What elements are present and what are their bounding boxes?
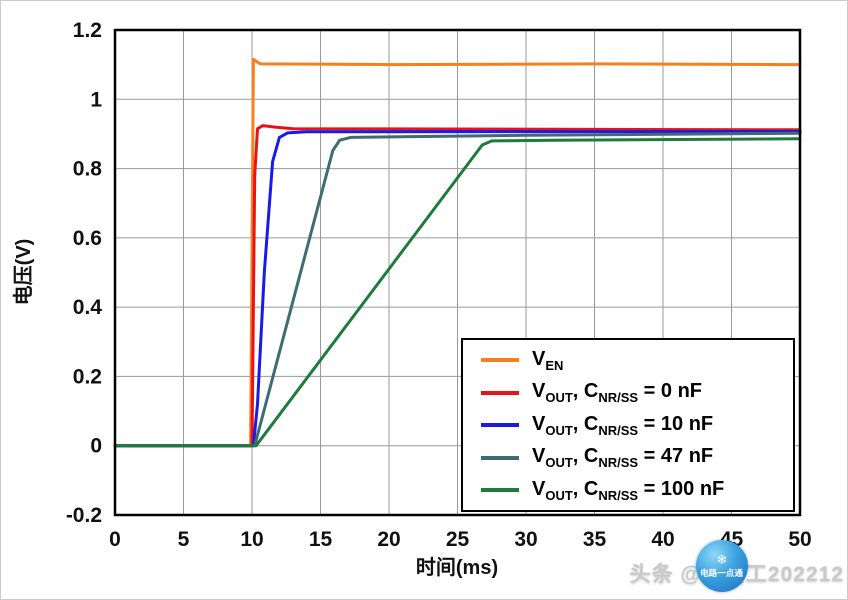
y-tick-label: 0.8 xyxy=(73,158,103,181)
legend-swatch xyxy=(481,358,519,362)
x-axis-title: 时间(ms) xyxy=(416,556,498,579)
legend-swatch xyxy=(481,423,519,427)
legend-swatch xyxy=(481,390,519,395)
series-line xyxy=(113,130,802,448)
x-tick-label: 50 xyxy=(788,528,811,551)
y-tick-label: 0.2 xyxy=(73,365,102,388)
tick-labels: 0 5 10 15 20 25 30 35 40 45 50-0.200.20.40.60.811.… xyxy=(66,19,812,551)
y-tick-label: -0.2 xyxy=(66,504,102,527)
x-tick-label: 0 xyxy=(109,528,121,551)
x-tick-label: 5 xyxy=(178,528,190,551)
legend-label: VOUT, CNR/SS = 10 nF xyxy=(532,412,714,438)
watermark-badge-text: 电路一点通 xyxy=(700,568,744,578)
x-tick-label: 20 xyxy=(377,528,400,551)
legend-item: VOUT, CNR/SS = 0 nF xyxy=(481,380,793,405)
legend-label: VOUT, CNR/SS = 100 nF xyxy=(532,477,725,503)
y-tick-label: 1.2 xyxy=(73,19,102,42)
x-tick-label: 15 xyxy=(309,528,333,551)
legend-item: VOUT, CNR/SS = 100 nF xyxy=(481,478,793,503)
legend-swatch xyxy=(481,455,519,460)
legend-label: VEN xyxy=(532,347,564,373)
legend-item: VEN xyxy=(481,348,793,373)
x-tick-label: 10 xyxy=(240,528,263,551)
series-line xyxy=(113,124,802,448)
legend-item: VOUT, CNR/SS = 10 nF xyxy=(481,413,793,438)
series-lines xyxy=(113,57,802,448)
snowflake-icon: ❄ xyxy=(716,552,728,567)
watermark-badge: ❄ 电路一点通 xyxy=(696,540,748,592)
y-tick-label: 0.6 xyxy=(73,227,102,250)
x-tick-label: 35 xyxy=(583,528,607,551)
legend-label: VOUT, CNR/SS = 47 nF xyxy=(532,445,714,470)
x-tick-label: 40 xyxy=(651,528,674,551)
y-tick-label: 1 xyxy=(90,88,102,111)
x-tick-label: 30 xyxy=(514,528,537,551)
x-tick-label: 25 xyxy=(446,528,470,551)
watermark: 头条 @佳路工202212 ❄ 电路一点通 xyxy=(608,538,848,600)
legend-item: VOUT, CNR/SS = 47 nF xyxy=(481,445,793,470)
y-tick-label: 0 xyxy=(90,435,102,458)
legend-swatch xyxy=(481,488,519,492)
y-axis-title: 电压(V) xyxy=(12,239,35,306)
legend: VEN VOUT, CNR/SS = 0 nF VOUT, CNR/SS = 10 … xyxy=(461,338,795,512)
legend-label: VOUT, CNR/SS = 0 nF xyxy=(532,380,702,405)
y-tick-label: 0.4 xyxy=(73,296,103,319)
plot-border xyxy=(113,28,802,517)
series-line xyxy=(113,137,802,448)
